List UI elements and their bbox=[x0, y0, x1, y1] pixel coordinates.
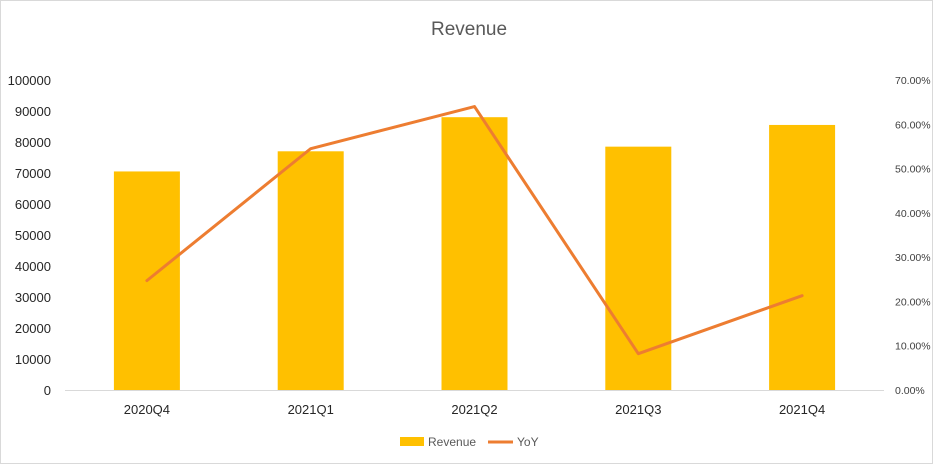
right-tick-label: 50.00% bbox=[895, 164, 931, 176]
right-tick-label: 40.00% bbox=[895, 208, 931, 220]
right-tick-label: 20.00% bbox=[895, 296, 931, 308]
left-tick-label: 10000 bbox=[15, 352, 51, 367]
left-tick-label: 100000 bbox=[8, 73, 51, 88]
x-tick-label: 2020Q4 bbox=[124, 402, 170, 417]
legend-revenue-swatch bbox=[400, 437, 424, 446]
chart-title: Revenue bbox=[431, 19, 507, 40]
revenue-bar-2021Q4 bbox=[769, 124, 836, 390]
x-tick-label: 2021Q4 bbox=[779, 402, 825, 417]
left-tick-label: 40000 bbox=[15, 259, 51, 274]
left-tick-label: 30000 bbox=[15, 290, 51, 305]
legend-yoy-label: YoY bbox=[517, 435, 539, 449]
left-tick-label: 20000 bbox=[15, 321, 51, 336]
right-tick-label: 0.00% bbox=[895, 385, 925, 397]
right-tick-label: 60.00% bbox=[895, 119, 931, 131]
right-axis: 0.00% 10.00% 20.00% 30.00% 40.00% 50.00% 60.00… bbox=[895, 75, 931, 397]
right-tick-label: 70.00% bbox=[895, 75, 931, 87]
left-tick-label: 0 bbox=[44, 383, 51, 398]
left-tick-label: 70000 bbox=[15, 166, 51, 181]
left-axis: 0 10000 20000 30000 40000 50000 60000 70000 8000… bbox=[8, 73, 51, 398]
right-tick-label: 10.00% bbox=[895, 341, 931, 353]
left-tick-label: 80000 bbox=[15, 135, 51, 150]
x-tick-label: 2021Q2 bbox=[451, 402, 497, 417]
revenue-bar-2021Q1 bbox=[277, 151, 344, 390]
line-series-yoy bbox=[145, 105, 804, 356]
left-tick-label: 90000 bbox=[15, 104, 51, 119]
legend-revenue-label: Revenue bbox=[428, 435, 476, 449]
right-tick-label: 30.00% bbox=[895, 252, 931, 264]
revenue-bar-2021Q2 bbox=[441, 117, 508, 390]
revenue-bar-2021Q3 bbox=[605, 146, 672, 390]
x-axis: 2020Q4 2021Q1 2021Q2 2021Q3 2021Q4 bbox=[124, 402, 825, 417]
legend: Revenue YoY bbox=[400, 435, 539, 449]
x-tick-label: 2021Q1 bbox=[288, 402, 334, 417]
x-tick-label: 2021Q3 bbox=[615, 402, 661, 417]
left-tick-label: 50000 bbox=[15, 228, 51, 243]
left-tick-label: 60000 bbox=[15, 197, 51, 212]
bar-series-revenue bbox=[113, 117, 836, 390]
